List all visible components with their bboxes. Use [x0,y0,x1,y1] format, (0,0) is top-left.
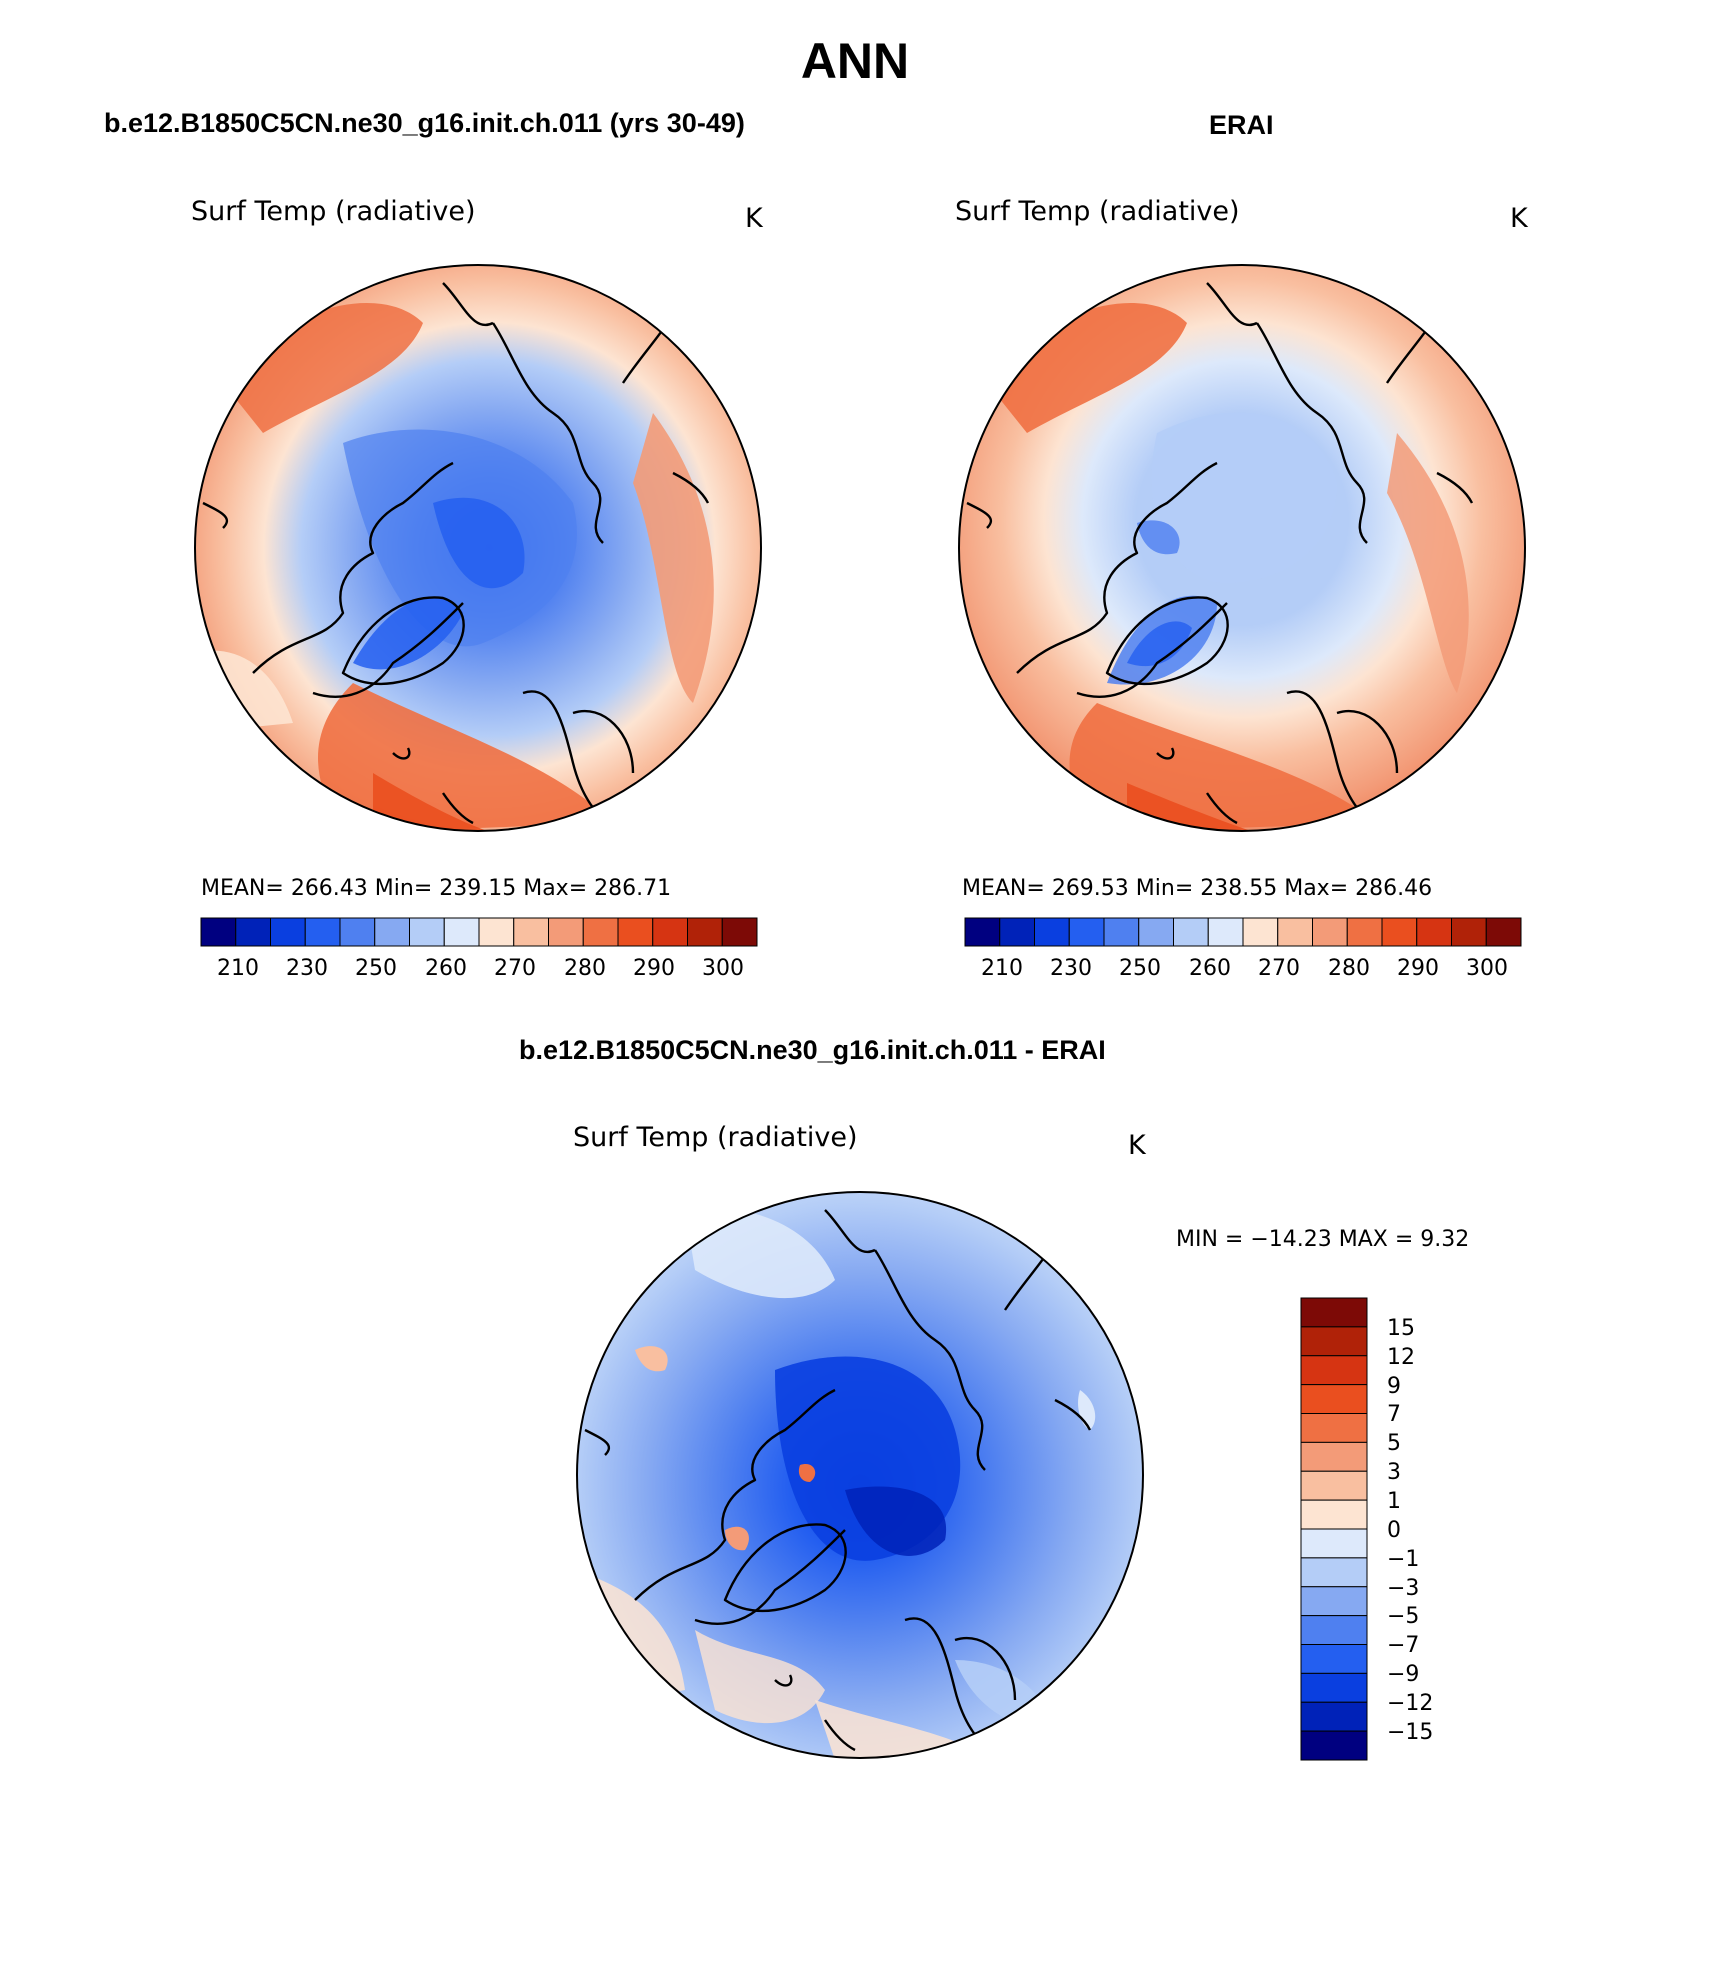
panel-3-cbar-label-1: 1 [1387,1489,1401,1514]
panel-3-colorbar-swatch [1300,1730,1368,1761]
panel-2-cbar-label-250: 250 [1119,956,1161,981]
panel-1-cbar-label-270: 270 [494,956,536,981]
panel-3-colorbar-swatch [1300,1355,1368,1386]
panel-1-colorbar-swatch [304,917,341,947]
panel-3-variable-label: Surf Temp (radiative) [573,1122,858,1153]
panel-2-colorbar-swatch [1068,917,1105,947]
panel-3-colorbar-swatch [1300,1326,1368,1357]
panel-1-colorbar-swatch [374,917,410,947]
panel-2-cbar-label-280: 280 [1328,956,1370,981]
panel-1-colorbar-swatch [409,917,445,947]
panel-2-colorbar-swatch [1346,917,1383,947]
panel-1-cbar-label-300: 300 [702,956,744,981]
panel-1-title: b.e12.B1850C5CN.ne30_g16.init.ch.011 (yr… [104,108,745,138]
panel-1-cbar-label-230: 230 [286,956,328,981]
panel-2-cbar-label-270: 270 [1258,956,1300,981]
panel-1-cbar-label-210: 210 [217,956,259,981]
panel-1-colorbar-swatch [652,917,688,947]
panel-1-colorbar-swatch [270,917,306,947]
panel-1-colorbar [200,917,758,947]
panel-3-colorbar-swatch [1300,1499,1368,1530]
panel-2-cbar-label-230: 230 [1050,956,1092,981]
panel-3-map [576,1191,1144,1759]
panel-3-cbar-label-neg12: −12 [1387,1691,1434,1716]
panel-1-map [194,264,762,832]
panel-2-cbar-label-210: 210 [981,956,1023,981]
panel-1-cbar-label-260: 260 [425,956,467,981]
panel-3-colorbar-swatch [1300,1413,1368,1443]
panel-1-colorbar-swatch [235,917,271,947]
panel-3-colorbar-swatch [1300,1586,1368,1617]
panel-1-colorbar-swatch [443,917,480,947]
panel-3-cbar-label-0: 0 [1387,1518,1401,1543]
panel-3-cbar-label-neg1: −1 [1387,1547,1420,1572]
panel-2-title: ERAI [1209,110,1274,140]
panel-3-cbar-label-neg5: −5 [1387,1604,1420,1629]
panel-1-stats: MEAN= 266.43 Min= 239.15 Max= 286.71 [201,876,672,901]
panel-1-cbar-label-290: 290 [633,956,675,981]
panel-2-variable-label: Surf Temp (radiative) [955,196,1240,227]
panel-2-cbar-label-300: 300 [1466,956,1508,981]
panel-2-colorbar-swatch [1138,917,1174,947]
panel-3-cbar-label-neg3: −3 [1387,1576,1420,1601]
panel-2-colorbar-swatch [1451,917,1487,947]
panel-2-units-label: K [1510,203,1528,234]
panel-1-colorbar-swatch [339,917,376,947]
panel-2-colorbar-swatch [1207,917,1244,947]
panel-3-colorbar-swatch [1300,1615,1368,1646]
panel-2-cbar-label-260: 260 [1189,956,1231,981]
panel-3-cbar-label-9: 9 [1387,1374,1401,1399]
main-title: ANN [800,33,910,89]
panel-1-colorbar-swatch [200,917,237,947]
panel-2-stats: MEAN= 269.53 Min= 238.55 Max= 286.46 [962,876,1433,901]
panel-3-cbar-label-neg7: −7 [1387,1633,1420,1658]
panel-1-units-label: K [745,203,763,234]
panel-2-colorbar-swatch [1485,917,1522,947]
panel-2-colorbar [964,917,1522,947]
panel-3-colorbar-swatch [1300,1557,1368,1588]
panel-2-colorbar-swatch [999,917,1035,947]
panel-3-cbar-label-5: 5 [1387,1431,1401,1456]
panel-3-colorbar-swatch [1300,1701,1368,1732]
panel-2-colorbar-swatch [1312,917,1348,947]
panel-3-colorbar-swatch [1300,1672,1368,1703]
panel-1-cbar-label-250: 250 [355,956,397,981]
panel-2-colorbar-swatch [964,917,1001,947]
panel-3-title: b.e12.B1850C5CN.ne30_g16.init.ch.011 - E… [519,1035,1106,1065]
panel-2-colorbar-swatch [1173,917,1209,947]
panel-1-colorbar-swatch [617,917,654,947]
panel-2-colorbar-swatch [1242,917,1279,947]
panel-3-colorbar-swatch [1300,1441,1368,1472]
panel-2-colorbar-swatch [1277,917,1313,947]
panel-3-cbar-label-neg9: −9 [1387,1662,1420,1687]
panel-3-cbar-label-15: 15 [1387,1316,1415,1341]
panel-3-colorbar [1300,1297,1368,1761]
panel-1-colorbar-swatch [513,917,549,947]
panel-3-cbar-label-neg15: −15 [1387,1720,1434,1745]
panel-2-colorbar-swatch [1381,917,1418,947]
panel-3-colorbar-swatch [1300,1297,1368,1328]
panel-2-colorbar-swatch [1416,917,1452,947]
panel-3-stats: MIN = −14.23 MAX = 9.32 [1176,1227,1470,1252]
panel-1-colorbar-swatch [721,917,758,947]
panel-1-colorbar-swatch [582,917,619,947]
panel-3-colorbar-swatch [1300,1384,1368,1415]
panel-2-cbar-label-290: 290 [1397,956,1439,981]
panel-2-colorbar-swatch [1034,917,1070,947]
panel-1-variable-label: Surf Temp (radiative) [191,196,476,227]
panel-1-colorbar-swatch [687,917,723,947]
panel-3-colorbar-swatch [1300,1528,1368,1559]
panel-1-cbar-label-280: 280 [564,956,606,981]
panel-3-cbar-label-3: 3 [1387,1460,1401,1485]
panel-1-colorbar-swatch [478,917,515,947]
panel-1-colorbar-swatch [548,917,584,947]
panel-2-map [958,264,1526,832]
panel-3-units-label: K [1128,1130,1146,1161]
panel-3-colorbar-swatch [1300,1470,1368,1501]
panel-3-cbar-label-7: 7 [1387,1402,1401,1427]
panel-3-cbar-label-12: 12 [1387,1345,1415,1370]
panel-3-colorbar-swatch [1300,1644,1368,1674]
panel-2-colorbar-swatch [1103,917,1140,947]
